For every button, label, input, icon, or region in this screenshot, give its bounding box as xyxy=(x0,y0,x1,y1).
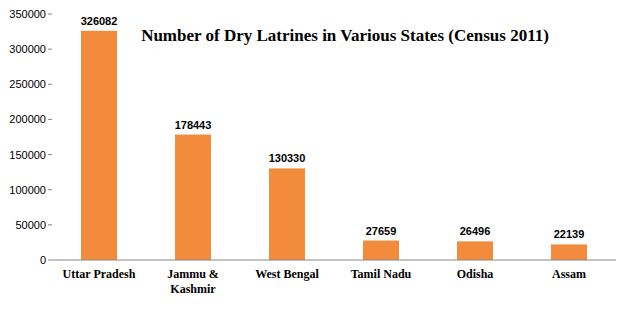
y-tick xyxy=(48,189,52,190)
y-tick-label: 250000 xyxy=(9,78,46,90)
y-tick-label: 50000 xyxy=(15,219,46,231)
bar xyxy=(551,244,587,260)
labels: 326082 178443 130330 27659 26496 22139 Uttar P… xyxy=(63,15,586,296)
y-tick xyxy=(48,260,52,261)
y-tick-label: 300000 xyxy=(9,43,46,55)
background xyxy=(0,0,620,324)
bar xyxy=(175,135,211,260)
data-label: 130330 xyxy=(269,152,306,164)
y-tick xyxy=(48,14,52,15)
y-tick xyxy=(48,49,52,50)
bar xyxy=(457,241,493,260)
y-tick xyxy=(48,224,52,225)
x-tick-label: Odisha xyxy=(457,267,494,281)
y-tick-label: 0 xyxy=(40,254,46,266)
bar xyxy=(269,168,305,260)
y-tick-label: 150000 xyxy=(9,149,46,161)
chart: 0 50000 100000 150000 200000 250000 300000 3500… xyxy=(0,0,620,324)
label-line: Jammu & xyxy=(167,267,219,281)
x-tick-label: Jammu &Kashmir xyxy=(167,267,219,296)
bars xyxy=(81,31,587,260)
data-label: 26496 xyxy=(460,225,491,237)
x-tick-label: Tamil Nadu xyxy=(351,267,412,281)
x-tick-label: Uttar Pradesh xyxy=(63,267,136,281)
data-label: 178443 xyxy=(175,119,212,131)
title: Number of Dry Latrines in Various States… xyxy=(141,26,549,45)
y-tick-label: 200000 xyxy=(9,113,46,125)
label-line: Kashmir xyxy=(170,282,216,296)
y-tick xyxy=(48,84,52,85)
bar xyxy=(81,31,117,260)
bar xyxy=(363,241,399,260)
x-axis xyxy=(52,260,616,261)
data-label: 22139 xyxy=(554,228,585,240)
data-label: 27659 xyxy=(366,225,397,237)
y-tick xyxy=(48,154,52,155)
y-tick-label: 100000 xyxy=(9,184,46,196)
y-tick xyxy=(48,119,52,120)
y-tick-label: 350000 xyxy=(9,8,46,20)
data-label: 326082 xyxy=(81,15,118,27)
x-tick-label: West Bengal xyxy=(255,267,319,281)
x-tick-label: Assam xyxy=(552,267,586,281)
